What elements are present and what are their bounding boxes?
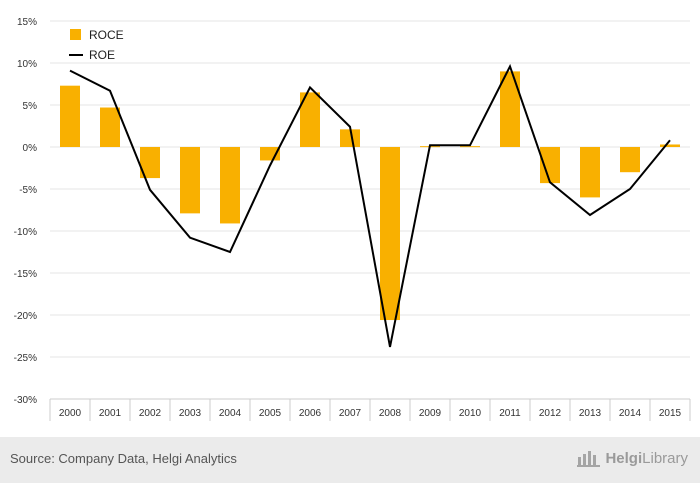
x-tick-label: 2006 bbox=[299, 408, 322, 419]
y-axis-tick-labels: 15% 10% 5% 0% -5% -10% -15% -20% -25% -30% bbox=[14, 17, 37, 406]
legend-roe-label: ROE bbox=[89, 48, 115, 62]
roce-bar bbox=[380, 147, 400, 321]
roce-bar bbox=[140, 147, 160, 179]
x-tick-label: 2014 bbox=[619, 408, 642, 419]
y-tick-label: -30% bbox=[14, 395, 37, 406]
x-tick-label: 2001 bbox=[99, 408, 122, 419]
brand-prefix: Helgi bbox=[605, 449, 643, 467]
roce-bar bbox=[540, 147, 560, 184]
x-tick-label: 2005 bbox=[259, 408, 282, 419]
x-tick-label: 2004 bbox=[219, 408, 242, 419]
x-tick-label: 2008 bbox=[379, 408, 402, 419]
y-tick-label: 10% bbox=[17, 59, 37, 70]
roce-bar bbox=[500, 71, 520, 147]
roce-bar bbox=[340, 129, 360, 147]
roe-line bbox=[69, 63, 671, 348]
x-axis: 2000 2001 2002 2003 2004 2005 2006 2007 2008 2009… bbox=[49, 398, 691, 421]
roce-bar bbox=[220, 147, 240, 224]
x-tick-label: 2015 bbox=[659, 408, 682, 419]
roce-bar bbox=[180, 147, 200, 214]
x-tick-label: 2010 bbox=[459, 408, 482, 419]
grid-lines bbox=[50, 20, 690, 400]
x-tick-label: 2012 bbox=[539, 408, 562, 419]
x-tick-label: 2003 bbox=[179, 408, 202, 419]
source-text: Source: Company Data, Helgi Analytics bbox=[10, 451, 237, 466]
y-tick-label: -15% bbox=[14, 269, 37, 280]
x-tick-label: 2013 bbox=[579, 408, 602, 419]
y-tick-label: -5% bbox=[19, 185, 37, 196]
roce-bar bbox=[580, 147, 600, 198]
roe-line-path bbox=[69, 63, 671, 348]
brand-suffix: Library bbox=[642, 449, 688, 467]
roce-bar bbox=[660, 144, 680, 147]
y-tick-label: -20% bbox=[14, 311, 37, 322]
legend-roce-swatch bbox=[70, 29, 81, 40]
y-tick-label: 5% bbox=[23, 101, 38, 112]
roce-bar bbox=[100, 107, 120, 147]
y-tick-label: -10% bbox=[14, 227, 37, 238]
x-tick-label: 2000 bbox=[59, 408, 82, 419]
legend: ROCE ROE bbox=[69, 28, 124, 62]
brand-logo[interactable]: Helgi Library bbox=[577, 449, 688, 467]
library-icon bbox=[577, 451, 601, 467]
y-tick-label: 15% bbox=[17, 17, 37, 28]
chart: 15%10%5%0%-5%-10%-15%-20%-25%-30% 2000 20… bbox=[14, 17, 691, 421]
y-tick-label: -25% bbox=[14, 353, 37, 364]
roce-bar bbox=[60, 85, 80, 147]
x-tick-label: 2011 bbox=[499, 408, 521, 419]
legend-roce-label: ROCE bbox=[89, 28, 124, 42]
roce-bar bbox=[460, 146, 480, 148]
y-tick-label: 0% bbox=[23, 143, 38, 154]
roce-bar bbox=[300, 92, 320, 147]
x-tick-label: 2007 bbox=[339, 408, 362, 419]
x-tick-label: 2002 bbox=[139, 408, 162, 419]
roce-bars bbox=[60, 71, 680, 321]
x-tick-label: 2009 bbox=[419, 408, 442, 419]
roce-bar bbox=[620, 147, 640, 173]
footer: Source: Company Data, Helgi Analytics He… bbox=[0, 437, 700, 483]
